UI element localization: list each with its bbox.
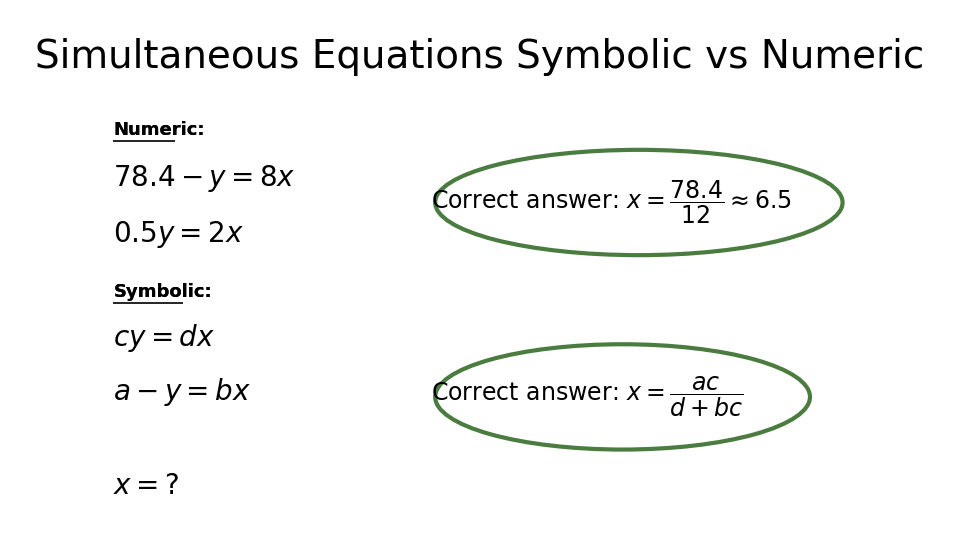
Text: Simultaneous Equations Symbolic vs Numeric: Simultaneous Equations Symbolic vs Numer… — [36, 38, 924, 76]
Text: Correct answer: $x = \dfrac{ac}{d + bc}$: Correct answer: $x = \dfrac{ac}{d + bc}$ — [431, 375, 744, 419]
Text: $x = ?$: $x = ?$ — [113, 472, 180, 500]
Text: Numeric:: Numeric: — [113, 120, 204, 139]
Text: Symbolic:: Symbolic: — [113, 282, 212, 301]
Text: Correct answer: $x = \dfrac{78.4}{12} \approx 6.5$: Correct answer: $x = \dfrac{78.4}{12} \a… — [431, 179, 792, 226]
Text: $a - y = bx$: $a - y = bx$ — [113, 375, 252, 408]
Text: Symbolic:: Symbolic: — [113, 282, 212, 301]
Text: $78.4 - y = 8x$: $78.4 - y = 8x$ — [113, 163, 296, 194]
Text: $cy = dx$: $cy = dx$ — [113, 321, 215, 354]
Text: Numeric:: Numeric: — [113, 120, 204, 139]
Text: $0.5y = 2x$: $0.5y = 2x$ — [113, 219, 244, 251]
